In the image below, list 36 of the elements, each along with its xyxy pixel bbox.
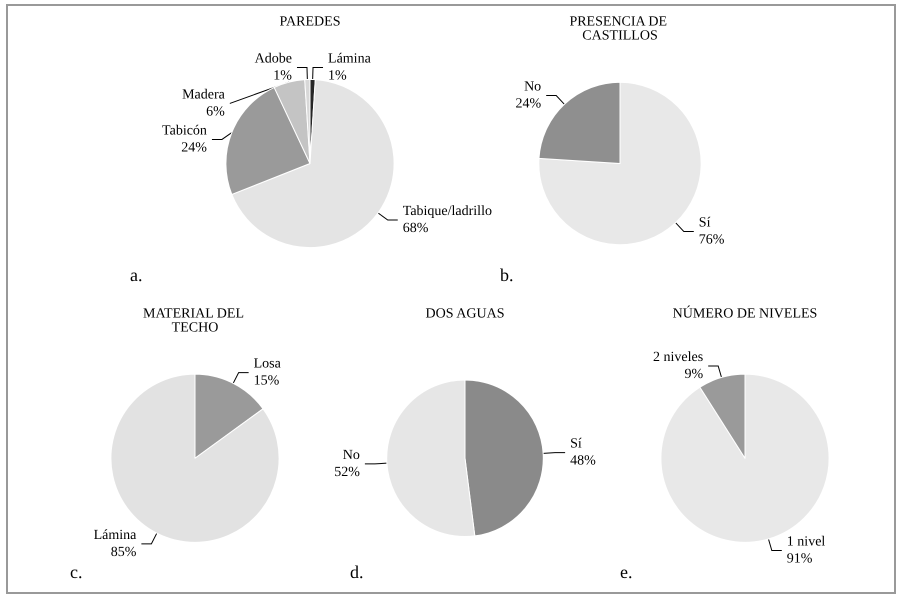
chart-title: MATERIAL DEL TECHO (143, 306, 247, 336)
chart-title: PAREDES (280, 14, 340, 30)
data-label: 24% (181, 140, 208, 156)
slice-label: Losa (254, 356, 282, 372)
slice-label: Sí (570, 436, 582, 452)
chart-title: PRESENCIA DE CASTILLOS (569, 14, 671, 44)
text: c. (70, 562, 82, 582)
slice-label: Lámina (94, 528, 138, 543)
data-label: 1% (273, 68, 292, 84)
slice-label: No (342, 448, 360, 463)
slice-label: Tabique/ladrillo (402, 204, 492, 219)
slice-label: Adobe (254, 51, 292, 66)
text: e. (620, 562, 632, 582)
data-label: 9% (684, 366, 704, 382)
data-label: 76% (698, 232, 725, 248)
text: a. (130, 265, 142, 285)
text: b. (500, 265, 514, 285)
slice-label: 2 niveles (653, 350, 704, 365)
data-label: 6% (206, 104, 226, 120)
data-label: 85% (110, 544, 137, 560)
slice-label: 1 nivel (786, 534, 826, 550)
text: d. (350, 562, 364, 582)
data-label: 24% (516, 96, 542, 112)
slice-label: No (524, 80, 542, 95)
chart-title: DOS AGUAS (426, 306, 504, 322)
slice-label: Sí (698, 215, 711, 230)
chart-title: NÚMERO DE NIVELES (672, 304, 818, 322)
data-label: 15% (254, 374, 280, 389)
data-label: 48% (570, 454, 596, 469)
slice-label: Lámina (328, 51, 372, 66)
data-label: 52% (334, 464, 360, 480)
data-label: 91% (786, 552, 813, 567)
slice-label: Tabicón (162, 123, 207, 138)
slice-label: Madera (182, 87, 226, 102)
data-label: 1% (328, 68, 348, 84)
data-label: 68% (402, 220, 429, 236)
